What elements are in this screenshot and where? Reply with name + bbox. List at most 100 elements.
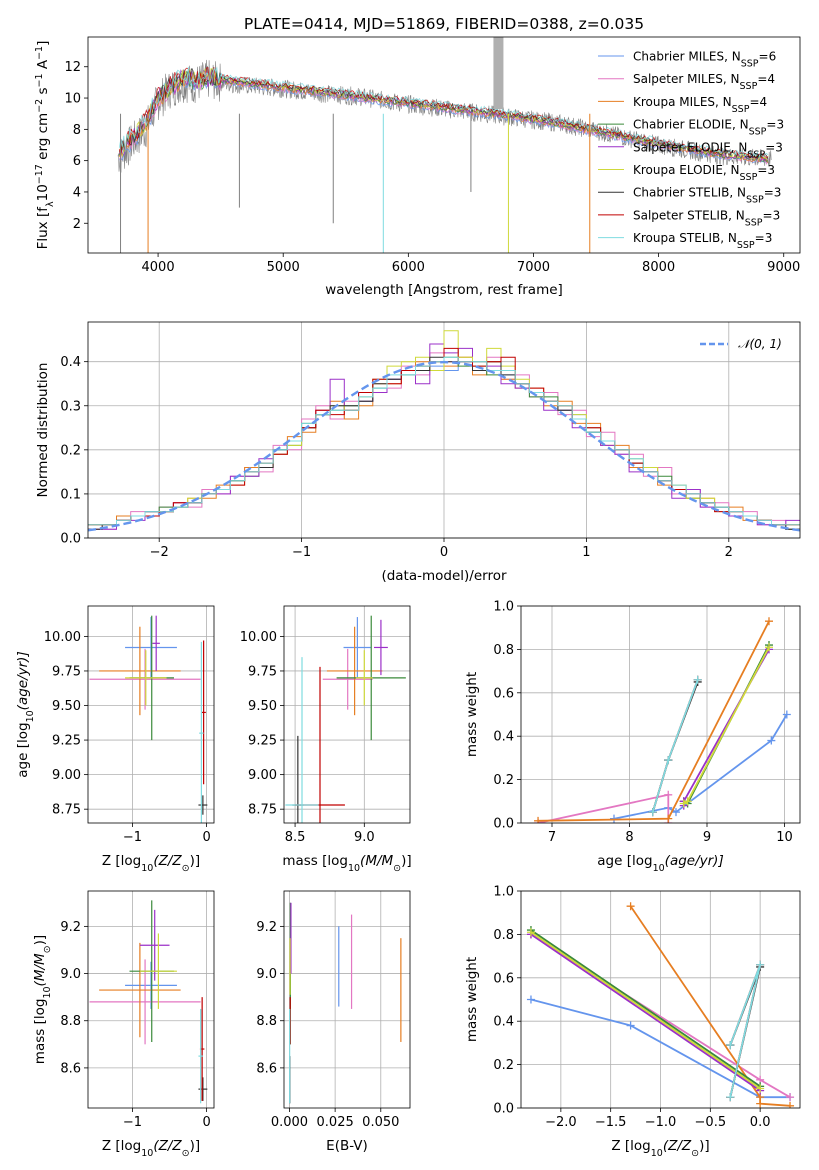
age-vs-Z-frame — [87, 605, 215, 824]
spectrum-model-line — [118, 68, 769, 160]
spectrum-xtick-label: 6000 — [392, 260, 425, 275]
weight-vs-Z-ytick-label: 0.2 — [493, 1058, 514, 1073]
age-vs-mass-ytick-label: 10.00 — [240, 630, 277, 645]
weight-vs-Z-ytick-label: 0.8 — [493, 928, 514, 943]
mass-vs-ebv-xtick-label: 0.000 — [271, 1115, 308, 1130]
residuals-y-label: Normed distribution — [35, 363, 51, 498]
weight-vs-Z-series-line — [530, 998, 790, 1099]
weight-vs-Z-marker — [626, 902, 635, 911]
mass-vs-Z-xtick-label: −1 — [123, 1115, 142, 1130]
age-vs-Z-ytick-label: 9.25 — [52, 734, 81, 749]
age-vs-mass-ytick-label: 9.75 — [248, 664, 277, 679]
residuals-ytick-label: 0.4 — [60, 355, 81, 370]
mass-vs-ebv-ytick-label: 8.6 — [256, 1061, 277, 1076]
weight-vs-age-axes: 7 8 9 10 0.0 0.2 0.4 0.6 0.8 1.0 age [log10(age/yr… — [464, 600, 801, 874]
legend-label: Salpeter ELODIE, NSSP=3 — [633, 140, 783, 160]
spectrum-xtick-label: 4000 — [142, 260, 175, 275]
mass-vs-Z-ytick-label: 9.2 — [60, 920, 81, 935]
spectrum-ytick-label: 8 — [73, 123, 81, 138]
age-vs-Z-ytick-label: 8.75 — [52, 803, 81, 818]
weight-vs-Z-ytick-label: 0.4 — [493, 1015, 514, 1030]
residuals-xtick-label: −1 — [292, 545, 311, 560]
weight-vs-Z-marker — [756, 1084, 765, 1093]
age-vs-mass-ytick-label: 9.00 — [248, 768, 277, 783]
weight-vs-Z-x-label: Z [log10(Z/Z⊙)] — [611, 1138, 709, 1159]
residuals-x-label: (data-model)/error — [381, 568, 507, 584]
spectrum-plot-area — [117, 37, 772, 253]
spectrum-model-line — [118, 69, 769, 162]
weight-vs-Z-xtick-label: −1.5 — [595, 1115, 627, 1130]
weight-vs-Z-ytick-label: 0.0 — [493, 1102, 514, 1117]
spectrum-axes: 4000 5000 6000 7000 8000 9000 2 4 6 8 10 12 waveleng… — [34, 36, 801, 298]
figure-title: PLATE=0414, MJD=51869, FIBERID=0388, z=0… — [244, 15, 644, 33]
spectrum-model-line — [118, 67, 769, 161]
weight-vs-Z-plot-area — [526, 902, 795, 1108]
residuals-xtick-label: 0 — [440, 545, 448, 560]
spectrum-model-line — [118, 66, 768, 160]
spectrum-frame — [87, 36, 801, 254]
age-vs-Z-x-label: Z [log10(Z/Z⊙)] — [102, 853, 200, 874]
spectrum-model-line — [118, 66, 769, 159]
weight-vs-Z-marker — [756, 1099, 765, 1108]
weight-vs-age-ytick-label: 0.8 — [493, 643, 514, 658]
spectrum-ytick-label: 10 — [64, 92, 81, 107]
mass-vs-Z-ytick-label: 8.6 — [60, 1061, 81, 1076]
weight-vs-age-ytick-label: 0.4 — [493, 730, 514, 745]
weight-vs-Z-xtick-label: 0.0 — [750, 1115, 771, 1130]
weight-vs-Z-marker — [726, 1041, 735, 1050]
legend-label: Salpeter MILES, NSSP=4 — [633, 72, 775, 92]
spectrum-y-label: Flux [fλ10−17 erg cm−2 s−1 A−1] — [34, 41, 56, 250]
mass-vs-Z-x-label: Z [log10(Z/Z⊙)] — [102, 1138, 200, 1159]
normal-curve — [88, 360, 800, 532]
age-vs-mass-x-label: mass [log10(M/M⊙)] — [282, 853, 411, 874]
weight-vs-Z-axes: −2.0 −1.5 −1.0 −0.5 0.0 0.0 0.2 0.4 0.6 0.8 1.0 Z [… — [464, 885, 801, 1159]
weight-vs-Z-ytick-label: 1.0 — [493, 885, 514, 900]
mass-vs-ebv-frame — [283, 890, 411, 1109]
age-vs-mass-plot-area — [285, 615, 406, 823]
weight-vs-Z-marker — [786, 1101, 795, 1108]
mass-vs-Z-plot-area — [89, 900, 208, 1104]
weight-vs-age-marker — [765, 617, 773, 626]
spectrum-ytick-label: 4 — [73, 185, 81, 200]
residuals-axes: −2 −1 0 1 2 0.0 0.1 0.2 0.3 0.4 𝒩(0, 1) (data-model… — [35, 321, 801, 584]
normal-legend-label: 𝒩(0, 1) — [738, 337, 782, 351]
weight-vs-age-marker — [782, 710, 791, 719]
spectrum-model-line — [118, 71, 769, 163]
weight-vs-age-marker — [534, 816, 543, 823]
spectrum-masked-region — [493, 37, 504, 109]
legend-label: Chabrier STELIB, NSSP=3 — [633, 186, 781, 206]
weight-vs-Z-series-line — [530, 933, 761, 1092]
weight-vs-Z-xtick-label: −0.5 — [695, 1115, 727, 1130]
weight-vs-age-marker — [693, 675, 702, 684]
spectrum-ytick-label: 6 — [73, 154, 81, 169]
spectrum-xtick-label: 8000 — [642, 260, 675, 275]
mass-vs-ebv-xtick-label: 0.050 — [362, 1115, 399, 1130]
weight-vs-Z-series-line — [530, 931, 761, 1090]
weight-vs-age-series-line — [613, 714, 788, 820]
weight-vs-age-marker — [765, 643, 773, 652]
residuals-plot-area — [88, 330, 800, 532]
age-vs-Z-plot-area — [89, 615, 208, 823]
weight-vs-age-ytick-label: 0.2 — [493, 773, 514, 788]
weight-vs-age-marker — [672, 808, 680, 817]
age-vs-Z-ytick-label: 9.75 — [52, 664, 81, 679]
age-vs-mass-xtick-label: 9.0 — [354, 830, 375, 845]
weight-vs-age-ytick-label: 0.6 — [493, 686, 514, 701]
spectrum-x-label: wavelength [Angstrom, rest frame] — [325, 282, 563, 298]
residuals-xtick-label: 2 — [725, 545, 733, 560]
residuals-ytick-label: 0.1 — [60, 487, 81, 502]
weight-vs-Z-marker — [626, 1021, 635, 1030]
legend-label: Salpeter STELIB, NSSP=3 — [633, 208, 780, 228]
mass-vs-ebv-x-label: E(B-V) — [326, 1138, 368, 1154]
age-vs-mass-axes: 8.5 9.0 8.75 9.00 9.25 9.50 9.75 10.00 mass [log… — [240, 605, 412, 874]
mass-vs-Z-xtick-label: 0 — [202, 1115, 210, 1130]
mass-vs-Z-axes: −1 0 8.6 8.8 9.0 9.2 Z [log10(Z/Z⊙)] mass [log1… — [32, 890, 215, 1159]
weight-vs-age-series-line — [651, 679, 699, 813]
age-vs-Z-xtick-label: 0 — [202, 830, 210, 845]
weight-vs-age-marker — [683, 797, 692, 806]
age-vs-Z-axes: −1 0 8.75 9.00 9.25 9.50 9.75 10.00 Z [log10(Z/Z… — [15, 605, 215, 874]
weight-vs-age-ytick-label: 1.0 — [493, 600, 514, 615]
weight-vs-age-x-label: age [log10(age/yr)] — [597, 853, 723, 874]
spectrum-xtick-label: 9000 — [767, 260, 800, 275]
weight-vs-age-xtick-label: 9 — [703, 830, 711, 845]
